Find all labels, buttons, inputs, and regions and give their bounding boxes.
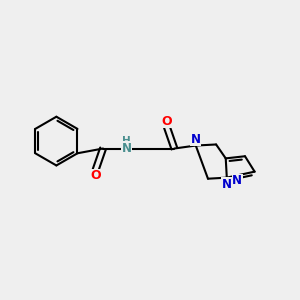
Text: H: H	[122, 136, 131, 146]
Text: N: N	[122, 142, 132, 155]
Text: O: O	[90, 169, 101, 182]
Text: O: O	[162, 115, 172, 128]
Text: N: N	[222, 178, 232, 191]
Text: N: N	[232, 174, 242, 187]
Text: N: N	[191, 133, 201, 146]
